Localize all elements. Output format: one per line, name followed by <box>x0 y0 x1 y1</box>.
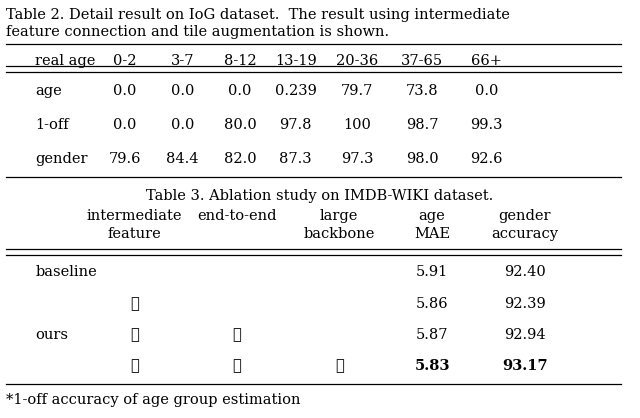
Text: *1-off accuracy of age group estimation: *1-off accuracy of age group estimation <box>6 393 301 407</box>
Text: 73.8: 73.8 <box>406 84 438 97</box>
Text: 0.0: 0.0 <box>171 118 194 132</box>
Text: 97.3: 97.3 <box>341 152 373 166</box>
Text: age
MAE: age MAE <box>414 209 450 242</box>
Text: 0.0: 0.0 <box>113 84 136 97</box>
Text: ✓: ✓ <box>232 328 241 342</box>
Text: ✓: ✓ <box>130 297 139 311</box>
Text: 80.0: 80.0 <box>223 118 257 132</box>
Text: 37-65: 37-65 <box>401 54 444 68</box>
Text: 100: 100 <box>343 118 371 132</box>
Text: 5.86: 5.86 <box>416 297 448 311</box>
Text: 8-12: 8-12 <box>224 54 256 68</box>
Text: ours: ours <box>35 328 68 342</box>
Text: age: age <box>35 84 62 97</box>
Text: baseline: baseline <box>35 265 97 279</box>
Text: ✓: ✓ <box>130 328 139 342</box>
Text: ✓: ✓ <box>130 359 139 373</box>
Text: 92.94: 92.94 <box>504 328 546 342</box>
Text: Table 2. Detail result on IoG dataset.  The result using intermediate: Table 2. Detail result on IoG dataset. T… <box>6 8 510 22</box>
Text: 20-36: 20-36 <box>336 54 378 68</box>
Text: 79.7: 79.7 <box>341 84 373 97</box>
Text: 99.3: 99.3 <box>470 118 502 132</box>
Text: 92.39: 92.39 <box>504 297 546 311</box>
Text: 84.4: 84.4 <box>166 152 198 166</box>
Text: 0.0: 0.0 <box>171 84 194 97</box>
Text: ✓: ✓ <box>232 359 241 373</box>
Text: 87.3: 87.3 <box>280 152 312 166</box>
Text: 93.17: 93.17 <box>502 359 548 373</box>
Text: Table 3. Ablation study on IMDB-WIKI dataset.: Table 3. Ablation study on IMDB-WIKI dat… <box>147 189 493 203</box>
Text: 97.8: 97.8 <box>280 118 312 132</box>
Text: ✓: ✓ <box>335 359 344 373</box>
Text: feature connection and tile augmentation is shown.: feature connection and tile augmentation… <box>6 25 390 39</box>
Text: 92.6: 92.6 <box>470 152 502 166</box>
Text: 3-7: 3-7 <box>171 54 194 68</box>
Text: 1-off: 1-off <box>35 118 69 132</box>
Text: 98.0: 98.0 <box>406 152 438 166</box>
Text: real age: real age <box>35 54 95 68</box>
Text: large
backbone: large backbone <box>303 209 375 242</box>
Text: gender: gender <box>35 152 88 166</box>
Text: 0.0: 0.0 <box>113 118 136 132</box>
Text: 0-2: 0-2 <box>113 54 136 68</box>
Text: 0.239: 0.239 <box>275 84 317 97</box>
Text: 5.87: 5.87 <box>416 328 448 342</box>
Text: 92.40: 92.40 <box>504 265 546 279</box>
Text: 0.0: 0.0 <box>228 84 252 97</box>
Text: 13-19: 13-19 <box>275 54 317 68</box>
Text: 98.7: 98.7 <box>406 118 438 132</box>
Text: 5.91: 5.91 <box>416 265 448 279</box>
Text: 82.0: 82.0 <box>224 152 256 166</box>
Text: gender
accuracy: gender accuracy <box>492 209 558 242</box>
Text: end-to-end: end-to-end <box>197 209 276 223</box>
Text: intermediate
feature: intermediate feature <box>86 209 182 242</box>
Text: 5.83: 5.83 <box>414 359 450 373</box>
Text: 0.0: 0.0 <box>475 84 498 97</box>
Text: 66+: 66+ <box>471 54 502 68</box>
Text: 79.6: 79.6 <box>109 152 141 166</box>
